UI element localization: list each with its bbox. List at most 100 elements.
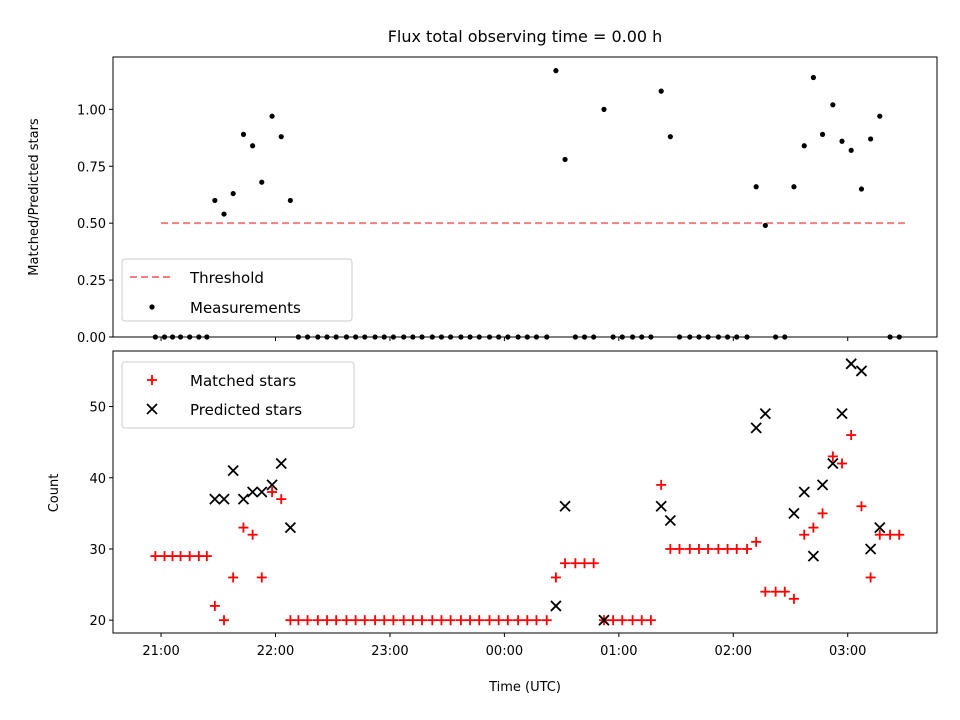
measurement-point (791, 184, 797, 190)
legend-predicted-label: Predicted stars (190, 401, 302, 419)
legend-matched-label: Matched stars (190, 372, 296, 390)
measurement-point (287, 197, 293, 204)
matched-stars-point (731, 543, 742, 554)
matched-stars-point (209, 600, 220, 611)
measurement-point (221, 211, 227, 217)
matched-stars-point (267, 487, 278, 497)
matched-stars-point (617, 615, 628, 626)
matched-stars-point (779, 586, 790, 597)
predicted-stars-point (855, 365, 868, 377)
predicted-stars-point (275, 457, 287, 470)
bottom-y-axis-label: Count (47, 474, 62, 513)
predicted-stars-point (845, 358, 857, 370)
predicted-stars-point (256, 486, 268, 498)
measurement-point (868, 136, 874, 142)
matched-stars-point (874, 529, 885, 540)
matched-stars-point (588, 558, 599, 569)
measurement-point (753, 184, 759, 190)
matched-stars-point (341, 615, 352, 626)
matched-stars-point (703, 543, 714, 554)
matched-stars-point (484, 615, 495, 626)
measurement-point (553, 68, 559, 74)
matched-stars-point (550, 572, 561, 583)
predicted-stars-point (284, 521, 297, 534)
predicted-stars-point (246, 486, 259, 498)
predicted-stars-point (209, 493, 221, 505)
top-axes-frame (112, 56, 938, 338)
matched-stars-point (247, 529, 258, 540)
matched-stars-point (331, 615, 342, 626)
matched-stars-point (608, 615, 619, 626)
predicted-stars-point (266, 479, 278, 491)
matched-stars-point (751, 536, 762, 547)
matched-stars-point (388, 615, 399, 626)
matched-stars-point (513, 615, 524, 626)
measurement-point (819, 131, 826, 137)
matched-stars-point (713, 543, 724, 554)
top-y-tick-label: 0.25 (77, 274, 106, 289)
x-tick-label: 00:00 (486, 644, 523, 659)
bottom-legend: Matched stars Predicted stars (121, 361, 355, 429)
predicted-stars-point (759, 408, 771, 420)
matched-stars-point (175, 551, 186, 562)
measurement-point (601, 106, 607, 112)
predicted-stars-point (559, 500, 571, 512)
x-tick-label: 23:00 (371, 644, 408, 659)
x-tick-label: 03:00 (829, 644, 866, 659)
x-tick-label: 02:00 (715, 644, 752, 659)
measurement-point (230, 190, 236, 197)
matched-stars-point (465, 615, 476, 626)
predicted-stars-point (598, 614, 610, 626)
matched-stars-point (427, 615, 438, 626)
predicted-stars-point (836, 408, 848, 420)
legend-predicted-swatch (146, 403, 158, 415)
matched-stars-point (770, 586, 781, 597)
measurement-point (762, 222, 768, 229)
predicted-stars-point (237, 493, 250, 505)
matched-stars-point (398, 615, 409, 626)
matched-stars-point (885, 529, 896, 540)
predicted-stars-point (864, 543, 877, 555)
predicted-stars-point (788, 507, 800, 520)
measurement-point (810, 74, 817, 81)
matched-stars-point (856, 501, 867, 512)
measurement-point (839, 138, 845, 144)
matched-stars-point (445, 615, 456, 626)
matched-stars-point (238, 522, 249, 533)
bottom-axes-frame (112, 350, 938, 634)
predicted-stars-point (655, 500, 667, 512)
bottom-y-tick-label: 30 (89, 543, 106, 558)
measurement-point (240, 131, 247, 137)
matched-stars-point (788, 593, 799, 604)
x-tick-label: 22:00 (257, 644, 294, 659)
top-y-tick-label: 1.00 (77, 103, 106, 118)
legend-threshold-label: Threshold (189, 269, 264, 287)
matched-stars-point (827, 451, 838, 462)
top-legend: Threshold Measurements (121, 258, 353, 322)
measurement-point (250, 143, 256, 149)
matched-stars-point (722, 543, 733, 554)
matched-stars-point (865, 572, 876, 583)
matched-stars-point (808, 522, 819, 533)
measurement-point (259, 179, 265, 185)
measurement-point (269, 113, 275, 119)
top-y-tick-label: 0.00 (77, 331, 106, 346)
matched-stars-point (474, 615, 485, 626)
measurement-point (667, 134, 673, 140)
top-plot-area: 0.00 0.25 0.50 0.75 1.00 Threshold Measurement… (77, 56, 938, 346)
predicted-stars-point (664, 514, 676, 527)
matched-stars-point (636, 615, 647, 626)
matched-stars-point (560, 558, 571, 569)
matched-stars-point (256, 572, 267, 583)
bottom-y-tick-label: 20 (89, 614, 106, 629)
x-axis-label: Time (UTC) (488, 680, 561, 695)
matched-stars-point (302, 615, 313, 626)
predicted-stars-point (827, 457, 839, 470)
measurement-point (830, 102, 836, 108)
matched-stars-point (312, 615, 323, 626)
matched-stars-point (665, 543, 676, 554)
matched-stars-point (645, 615, 656, 626)
matched-stars-point (184, 551, 195, 562)
measurement-point (278, 134, 284, 140)
